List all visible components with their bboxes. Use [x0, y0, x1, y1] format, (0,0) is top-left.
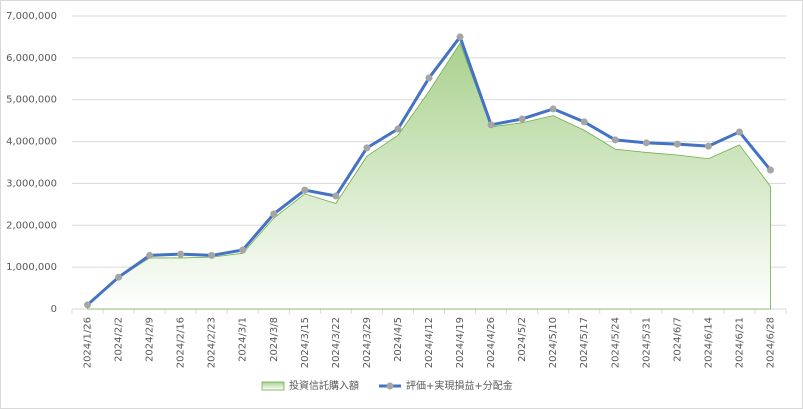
area	[87, 42, 771, 310]
y-tick-label: 5,000,000	[6, 95, 57, 106]
x-tick-label: 2024/2/16	[176, 317, 187, 368]
x-tick-label: 2024/6/28	[765, 317, 776, 368]
x-tick-label: 2024/4/5	[393, 317, 404, 362]
legend-swatch	[261, 381, 285, 391]
x-tick-label: 2024/5/31	[641, 317, 652, 368]
point	[766, 166, 774, 174]
point	[611, 136, 619, 144]
y-tick-label: 0	[51, 304, 57, 315]
y-tick-label: 2,000,000	[6, 220, 57, 231]
x-tick-label: 2024/5/24	[610, 317, 621, 368]
x-tick-label: 2024/3/29	[362, 317, 373, 368]
point	[115, 273, 123, 281]
legend-marker	[386, 382, 394, 390]
y-tick-label: 1,000,000	[6, 262, 57, 273]
point	[425, 74, 433, 82]
point	[208, 251, 216, 259]
x-tick-label: 2024/2/9	[145, 317, 156, 362]
point	[239, 246, 247, 254]
x-tick-label: 2024/5/10	[548, 317, 559, 368]
point	[735, 128, 743, 136]
x-tick-label: 2024/5/17	[579, 317, 590, 368]
legend-label: 評価+実現損益+分配金	[406, 379, 513, 392]
x-tick-label: 2024/6/21	[734, 317, 745, 368]
point	[394, 125, 402, 133]
x-tick-label: 2024/3/1	[238, 317, 249, 362]
x-tick-label: 2024/4/19	[455, 317, 466, 368]
x-tick-label: 2024/2/2	[114, 317, 125, 362]
point	[580, 118, 588, 126]
point	[456, 33, 464, 41]
point	[704, 142, 712, 150]
x-tick-label: 2024/4/12	[424, 317, 435, 368]
x-tick-label: 2024/6/14	[703, 317, 714, 368]
y-tick-label: 3,000,000	[6, 178, 57, 189]
point	[487, 121, 495, 129]
x-tick-label: 2024/6/7	[672, 317, 683, 362]
point	[177, 250, 185, 258]
point	[363, 144, 371, 152]
x-tick-label: 2024/4/26	[486, 317, 497, 368]
point	[301, 186, 309, 194]
point	[84, 301, 92, 309]
y-tick-label: 7,000,000	[6, 11, 57, 22]
x-tick-label: 2024/3/22	[331, 317, 342, 368]
point	[518, 115, 526, 123]
legend-label: 投資信託購入額	[289, 379, 359, 392]
x-tick-label: 2024/3/15	[300, 317, 311, 368]
point	[146, 251, 154, 259]
point	[270, 210, 278, 218]
point	[673, 140, 681, 148]
x-tick-label: 2024/2/23	[207, 317, 218, 368]
y-tick-label: 4,000,000	[6, 137, 57, 148]
point	[332, 192, 340, 200]
point	[642, 139, 650, 147]
x-tick-label: 2024/1/26	[83, 317, 94, 368]
x-tick-label: 2024/5/2	[517, 317, 528, 362]
y-tick-label: 6,000,000	[6, 53, 57, 64]
point	[549, 105, 557, 113]
x-tick-label: 2024/3/8	[269, 317, 280, 362]
